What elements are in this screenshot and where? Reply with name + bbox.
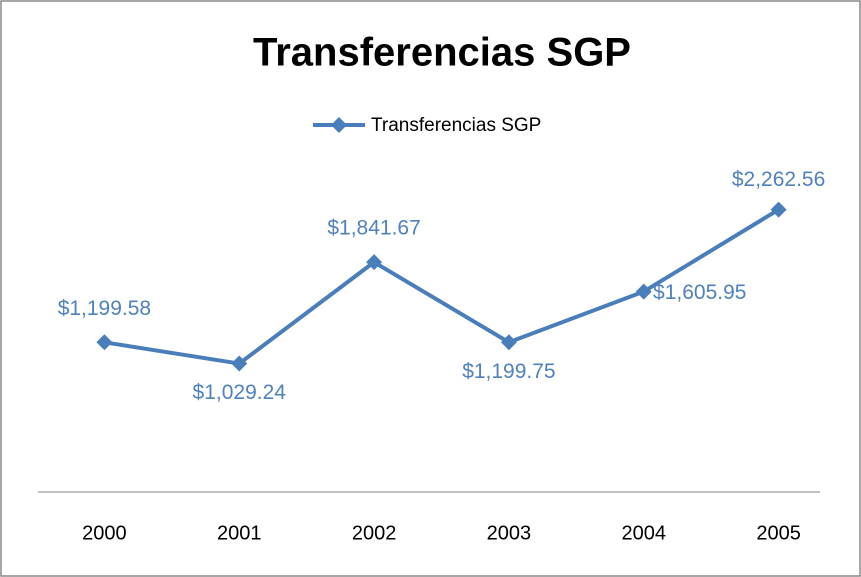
data-label: $1,605.95 (653, 281, 746, 304)
line (104, 207, 780, 366)
x-tick-label: 2001 (217, 522, 262, 544)
x-tick-label: 2003 (487, 522, 532, 544)
x-tick-label: 2005 (756, 522, 801, 544)
data-label: $1,841.67 (327, 217, 420, 240)
legend-label: Transferencias SGP (371, 115, 541, 136)
x-tick-label: 2002 (352, 522, 397, 544)
x-tick-label: 2000 (82, 522, 127, 544)
data-label: $1,029.24 (193, 381, 287, 404)
marker (500, 334, 517, 351)
data-label: $1,199.75 (462, 360, 555, 383)
x-tick-label: 2004 (622, 522, 667, 544)
legend-marker (331, 117, 347, 133)
marker (770, 201, 787, 218)
chart-title: Transferencias SGP (253, 31, 631, 75)
marker (231, 355, 248, 372)
marker (96, 334, 113, 351)
marker (635, 283, 652, 300)
marker (366, 254, 383, 271)
data-label: $2,262.56 (732, 168, 825, 191)
data-label: $1,199.58 (58, 297, 151, 320)
